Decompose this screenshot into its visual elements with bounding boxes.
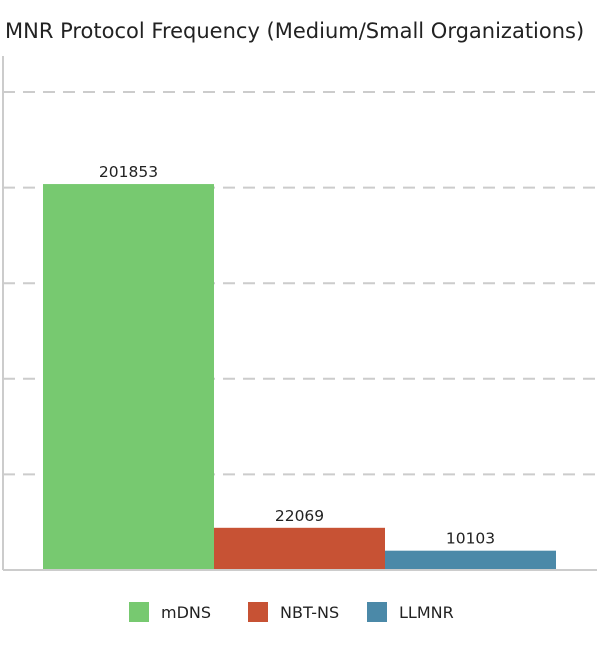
legend-label-nbt-ns: NBT-NS xyxy=(280,603,339,622)
chart-title: MNR Protocol Frequency (Medium/Small Org… xyxy=(5,19,584,43)
data-label-llmnr: 10103 xyxy=(446,530,495,548)
bar-mdns xyxy=(43,184,214,570)
axes xyxy=(2,56,597,571)
legend-label-llmnr: LLMNR xyxy=(399,603,454,622)
legend-swatch-mdns xyxy=(129,602,149,622)
bar-llmnr xyxy=(385,550,556,570)
legend-swatch-llmnr xyxy=(367,602,387,622)
bars xyxy=(43,184,556,570)
data-label-nbt-ns: 22069 xyxy=(275,507,324,525)
data-label-mdns: 201853 xyxy=(99,163,158,181)
legend-label-mdns: mDNS xyxy=(161,603,211,622)
data-labels: 201853 22069 10103 xyxy=(99,163,495,548)
legend-swatch-nbt-ns xyxy=(248,602,268,622)
bar-nbt-ns xyxy=(214,527,385,570)
legend: mDNS NBT-NS LLMNR xyxy=(129,602,454,622)
